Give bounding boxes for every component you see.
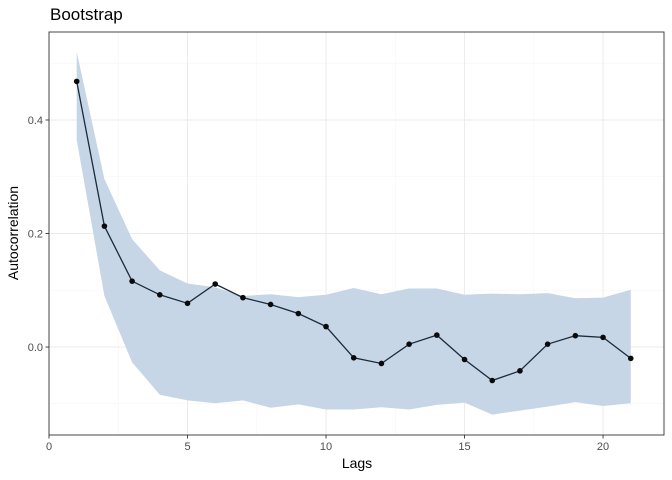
data-point bbox=[212, 281, 219, 287]
x-axis: 0 5 10 15 20 bbox=[46, 435, 609, 453]
confidence-band bbox=[76, 51, 631, 415]
data-point bbox=[240, 294, 246, 301]
x-tick-label: 10 bbox=[320, 441, 332, 453]
y-tick-label: 0.2 bbox=[28, 229, 43, 241]
x-axis-title: Lags bbox=[342, 455, 372, 471]
data-point bbox=[517, 368, 523, 374]
data-point bbox=[295, 310, 302, 317]
x-tick-label: 15 bbox=[458, 441, 470, 453]
chart-title: Bootstrap bbox=[50, 5, 123, 24]
y-axis: 0.0 0.2 0.4 bbox=[28, 115, 49, 354]
data-point bbox=[350, 355, 357, 361]
data-point bbox=[184, 300, 191, 307]
confidence-band-layer bbox=[76, 51, 631, 415]
data-point bbox=[406, 341, 412, 347]
data-point bbox=[544, 341, 551, 347]
data-point bbox=[489, 377, 496, 384]
data-point bbox=[600, 334, 606, 341]
data-point bbox=[323, 323, 329, 330]
data-point bbox=[157, 292, 163, 298]
data-point bbox=[627, 355, 634, 362]
data-point bbox=[434, 332, 440, 338]
y-tick-label: 0.4 bbox=[28, 115, 43, 127]
data-point bbox=[129, 278, 135, 284]
series-point-layer bbox=[73, 78, 634, 384]
y-tick-label: 0.0 bbox=[28, 342, 43, 354]
data-point bbox=[572, 332, 579, 339]
data-point bbox=[267, 301, 274, 308]
data-point bbox=[101, 223, 108, 229]
x-tick-label: 20 bbox=[597, 441, 609, 453]
x-tick-label: 5 bbox=[184, 441, 190, 453]
data-point bbox=[73, 78, 80, 85]
y-axis-title: Autocorrelation bbox=[5, 186, 21, 280]
x-tick-label: 0 bbox=[46, 441, 52, 453]
data-point bbox=[461, 356, 468, 363]
data-point bbox=[378, 360, 385, 367]
